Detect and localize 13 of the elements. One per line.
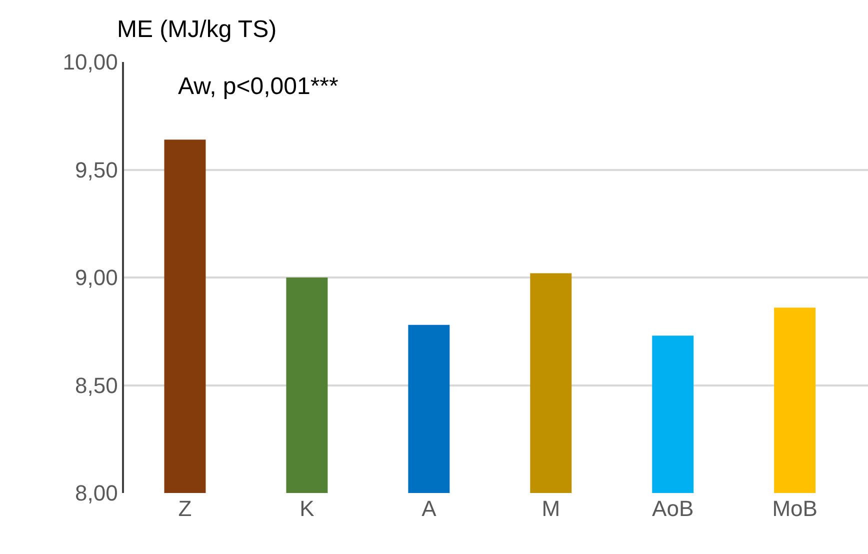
y-axis-title: ME (MJ/kg TS): [117, 16, 277, 43]
y-tick-label: 9,00: [75, 265, 118, 290]
x-tick-label: K: [300, 496, 315, 521]
y-tick-label: 8,00: [75, 480, 118, 506]
x-tick-label: Z: [178, 496, 192, 521]
x-tick-label: A: [422, 496, 437, 521]
x-tick-label: M: [542, 496, 560, 521]
y-tick-label: 8,50: [75, 372, 118, 398]
y-tick-label: 10,00: [62, 50, 118, 75]
x-tick-label: MoB: [772, 496, 818, 521]
y-tick-label: 9,50: [75, 157, 118, 182]
annotation: Aw, p<0,001***: [178, 73, 338, 100]
x-tick-label: AoB: [652, 496, 694, 521]
